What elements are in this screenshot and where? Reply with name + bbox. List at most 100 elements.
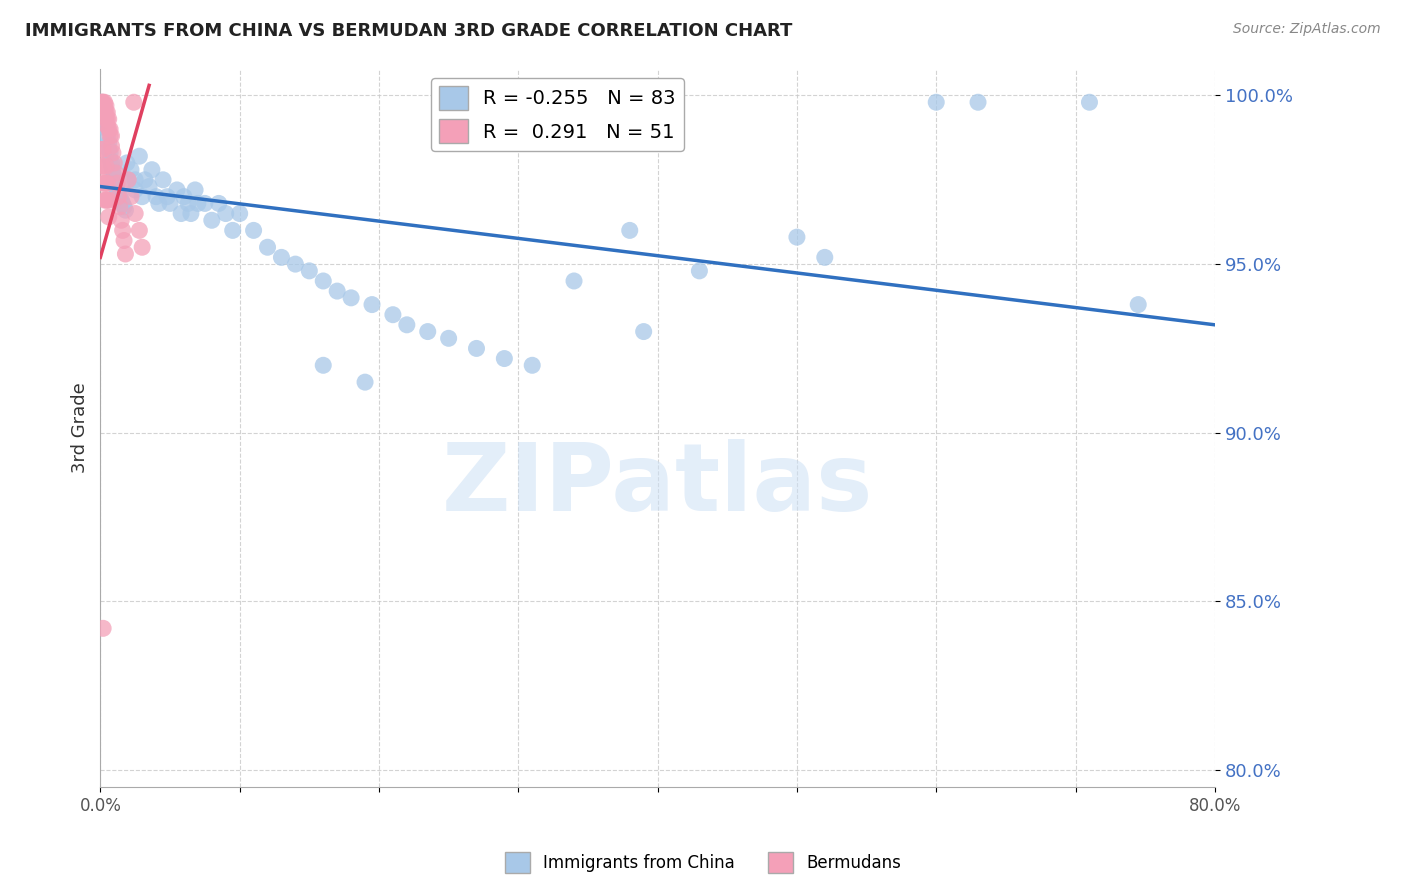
Point — [100, 139, 122, 153]
Point — [104, 166, 127, 180]
Point — [110, 213, 132, 227]
Point — [110, 193, 132, 207]
Point — [98, 122, 121, 136]
Point — [242, 223, 264, 237]
Point — [96, 112, 118, 127]
Point — [312, 359, 335, 373]
Legend: R = -0.255   N = 83, R =  0.291   N = 51: R = -0.255 N = 83, R = 0.291 N = 51 — [430, 78, 683, 151]
Point — [96, 128, 118, 143]
Point — [96, 193, 118, 207]
Point — [90, 159, 112, 173]
Point — [94, 176, 117, 190]
Point — [97, 112, 120, 127]
Point — [925, 95, 948, 110]
Point — [94, 112, 117, 127]
Point — [97, 210, 120, 224]
Point — [93, 109, 115, 123]
Point — [152, 173, 174, 187]
Point — [111, 223, 134, 237]
Point — [120, 162, 142, 177]
Point — [159, 196, 181, 211]
Point — [124, 206, 146, 220]
Point — [91, 621, 114, 635]
Point — [91, 98, 114, 112]
Point — [122, 95, 145, 110]
Point — [395, 318, 418, 332]
Point — [814, 251, 837, 265]
Point — [93, 105, 115, 120]
Point — [94, 159, 117, 173]
Point — [117, 173, 139, 187]
Point — [111, 196, 134, 211]
Point — [105, 176, 128, 190]
Point — [124, 183, 146, 197]
Point — [170, 206, 193, 220]
Point — [91, 143, 114, 157]
Point — [361, 297, 384, 311]
Point — [93, 98, 115, 112]
Point — [270, 251, 292, 265]
Point — [562, 274, 585, 288]
Point — [105, 183, 128, 197]
Text: ZIPatlas: ZIPatlas — [441, 439, 873, 531]
Point — [177, 196, 200, 211]
Point — [108, 200, 131, 214]
Point — [101, 166, 124, 180]
Point — [97, 143, 120, 157]
Point — [187, 196, 209, 211]
Point — [1078, 95, 1101, 110]
Point — [1128, 297, 1150, 311]
Point — [94, 98, 117, 112]
Point — [340, 291, 363, 305]
Point — [416, 325, 439, 339]
Point — [98, 153, 121, 167]
Point — [228, 206, 250, 220]
Point — [98, 128, 121, 143]
Text: Source: ZipAtlas.com: Source: ZipAtlas.com — [1233, 22, 1381, 37]
Point — [633, 325, 655, 339]
Point — [97, 122, 120, 136]
Point — [128, 223, 150, 237]
Point — [256, 240, 278, 254]
Point — [114, 247, 136, 261]
Point — [96, 176, 118, 190]
Point — [688, 264, 710, 278]
Point — [91, 159, 114, 173]
Point — [120, 189, 142, 203]
Point — [96, 122, 118, 136]
Point — [166, 183, 188, 197]
Legend: Immigrants from China, Bermudans: Immigrants from China, Bermudans — [498, 846, 908, 880]
Point — [465, 342, 488, 356]
Point — [138, 179, 160, 194]
Point — [114, 203, 136, 218]
Text: IMMIGRANTS FROM CHINA VS BERMUDAN 3RD GRADE CORRELATION CHART: IMMIGRANTS FROM CHINA VS BERMUDAN 3RD GR… — [25, 22, 793, 40]
Point — [90, 176, 112, 190]
Point — [97, 193, 120, 207]
Point — [94, 193, 117, 207]
Y-axis label: 3rd Grade: 3rd Grade — [72, 383, 89, 473]
Point — [103, 156, 125, 170]
Point — [437, 331, 460, 345]
Point — [522, 359, 544, 373]
Point — [619, 223, 641, 237]
Point — [326, 284, 349, 298]
Point — [141, 162, 163, 177]
Point — [128, 149, 150, 163]
Point — [96, 105, 118, 120]
Point — [112, 200, 135, 214]
Point — [91, 102, 114, 116]
Point — [131, 240, 153, 254]
Point — [208, 196, 231, 211]
Point — [145, 189, 167, 203]
Point — [98, 145, 121, 160]
Point — [381, 308, 404, 322]
Point — [100, 128, 122, 143]
Point — [93, 102, 115, 116]
Point — [94, 105, 117, 120]
Point — [90, 95, 112, 110]
Point — [184, 183, 207, 197]
Point — [91, 98, 114, 112]
Point — [108, 189, 131, 203]
Point — [131, 189, 153, 203]
Point — [194, 196, 217, 211]
